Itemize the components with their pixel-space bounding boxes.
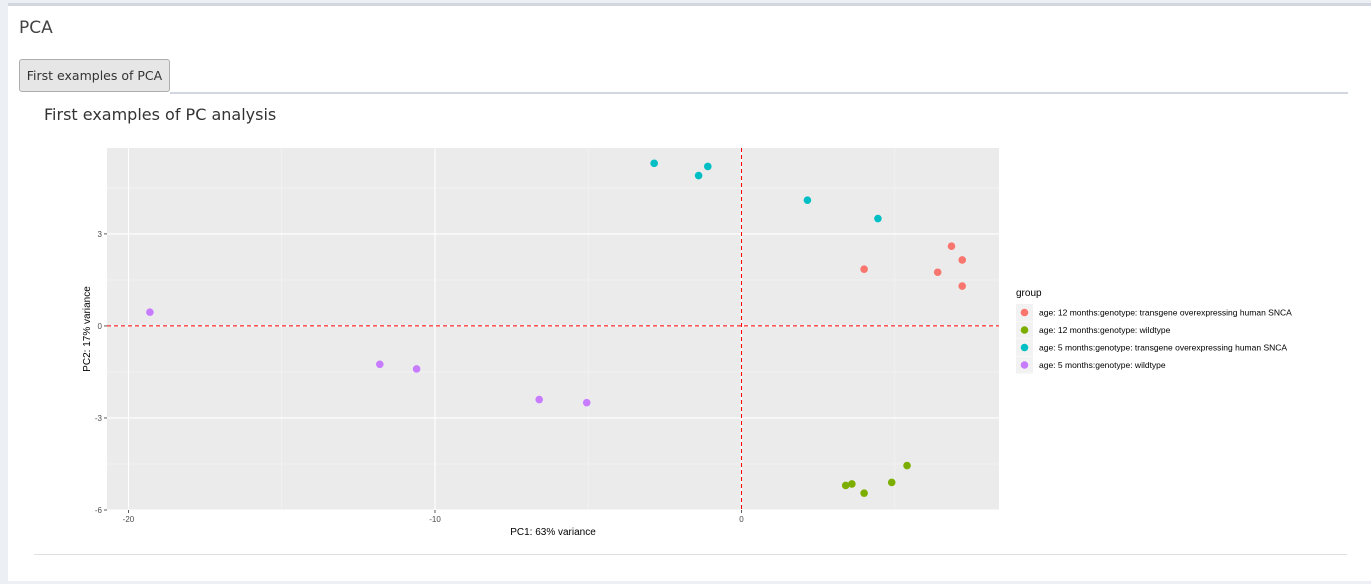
tab-underline <box>170 92 1348 94</box>
data-point <box>650 159 658 168</box>
reference-lines <box>107 148 999 510</box>
legend-entry: age: 5 months:genotype: wildtype <box>1039 360 1166 370</box>
legend-entry: age: 12 months:genotype: wildtype <box>1039 325 1171 335</box>
y-axis-ticks: -6 -3 0 3 <box>95 230 107 515</box>
data-point <box>703 162 712 171</box>
y-tick-label: -3 <box>95 414 103 423</box>
data-point <box>860 489 868 497</box>
data-point <box>803 196 812 204</box>
data-point <box>947 242 956 250</box>
data-point <box>694 171 703 180</box>
minor-grid <box>107 148 999 510</box>
legend-swatch <box>1020 343 1029 352</box>
box-title: PCA <box>19 18 53 38</box>
legend-title: group <box>1016 288 1042 299</box>
panel-divider <box>34 554 1347 555</box>
x-tick-label: -10 <box>429 515 441 524</box>
plot-panel-background <box>107 148 999 510</box>
x-tick-label: -20 <box>123 515 135 524</box>
data-point <box>841 481 850 490</box>
data-point <box>582 398 591 407</box>
data-point <box>146 308 154 316</box>
data-point <box>376 360 384 369</box>
data-point <box>958 282 967 290</box>
tab-first-examples[interactable]: First examples of PCA <box>19 59 170 92</box>
x-axis-title: PC1: 63% variance <box>510 527 596 538</box>
legend-swatch <box>1020 308 1029 317</box>
y-tick-label: 0 <box>98 322 103 331</box>
data-point <box>412 365 421 373</box>
x-tick-label: 0 <box>739 515 744 524</box>
y-tick-label: 3 <box>98 230 103 239</box>
data-point <box>903 461 911 470</box>
data-point <box>887 478 896 487</box>
legend: group age: 12 months:genotype: transgene… <box>1016 288 1292 374</box>
data-point <box>848 480 856 488</box>
x-axis-ticks: -20 -10 0 <box>123 510 744 524</box>
y-tick-label: -6 <box>95 506 103 515</box>
legend-entry: age: 5 months:genotype: transgene overex… <box>1039 343 1287 353</box>
data-point <box>860 265 868 273</box>
data-point <box>933 268 942 277</box>
data-point <box>535 395 544 404</box>
legend-swatch <box>1020 326 1029 334</box>
data-point <box>874 214 882 223</box>
legend-entry: age: 12 months:genotype: transgene overe… <box>1039 308 1292 318</box>
y-axis-title: PC2: 17% variance <box>82 286 93 372</box>
panel-title: First examples of PC analysis <box>44 105 277 124</box>
legend-swatch <box>1020 361 1029 369</box>
data-point <box>958 256 967 264</box>
data-points <box>146 159 967 497</box>
